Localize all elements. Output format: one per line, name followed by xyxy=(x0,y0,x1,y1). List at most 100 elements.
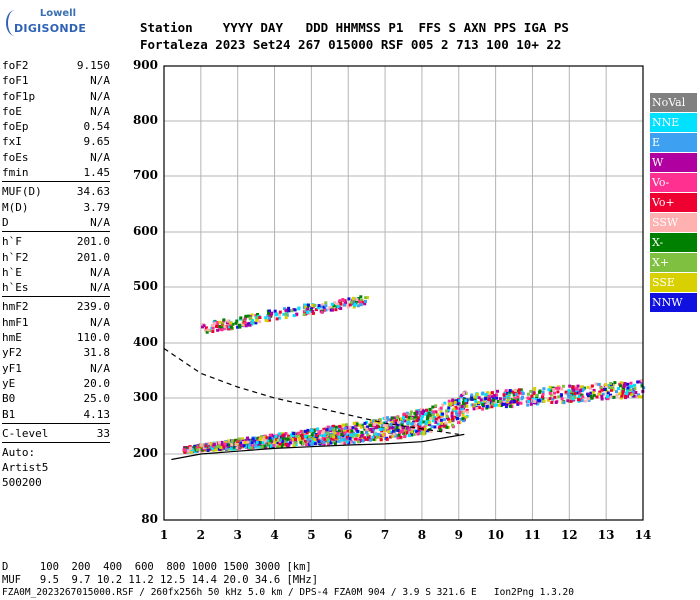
echo-point xyxy=(567,389,571,393)
echo-point xyxy=(626,386,630,390)
echo-point xyxy=(530,394,534,398)
echo-point xyxy=(635,394,639,398)
echo-point xyxy=(560,397,564,401)
echo-point xyxy=(302,313,306,316)
echo-point xyxy=(247,314,251,318)
echo-point xyxy=(314,434,318,437)
echo-point xyxy=(265,436,269,440)
echo-point xyxy=(458,410,462,414)
echo-point xyxy=(617,387,620,391)
echo-point xyxy=(591,391,595,395)
header-line-1: Station YYYY DAY DDD HHMMSS P1 FFS S AXN… xyxy=(140,20,569,35)
echo-point xyxy=(403,435,407,439)
echo-point xyxy=(304,305,308,309)
echo-point xyxy=(340,427,344,431)
echo-point xyxy=(375,435,379,439)
echo-point xyxy=(345,440,349,444)
echo-point xyxy=(310,429,314,433)
echo-point xyxy=(541,393,545,397)
param-separator xyxy=(2,181,110,183)
echo-point xyxy=(284,312,288,316)
echo-point xyxy=(220,326,224,330)
echo-point xyxy=(349,425,353,429)
echo-point xyxy=(284,309,288,313)
x-tick-label: 4 xyxy=(270,528,279,542)
echo-point xyxy=(353,302,357,306)
echo-point xyxy=(473,403,477,407)
echo-point xyxy=(602,387,606,391)
footer-distance-row: D 100 200 400 600 800 1000 1500 3000 [km… xyxy=(2,561,312,573)
echo-point xyxy=(400,417,403,421)
echo-point xyxy=(287,309,291,313)
echo-point xyxy=(343,428,347,432)
echo-point xyxy=(548,397,552,401)
echo-point xyxy=(509,397,513,401)
echo-point xyxy=(235,319,239,323)
echo-point xyxy=(313,303,317,307)
param-key: foE xyxy=(2,104,22,118)
param-row: foF2 9.150 xyxy=(2,58,110,73)
echo-point xyxy=(496,389,499,393)
echo-point xyxy=(246,322,250,326)
echo-point xyxy=(303,303,307,307)
echo-point xyxy=(326,431,330,435)
param-row: foEs N/A xyxy=(2,150,110,165)
echo-point xyxy=(204,326,208,330)
echo-point xyxy=(456,402,460,406)
echo-point xyxy=(624,394,628,397)
echo-point xyxy=(364,300,367,303)
echo-point xyxy=(250,313,254,317)
echo-point xyxy=(546,398,550,402)
echo-point xyxy=(429,430,433,433)
echo-point xyxy=(386,418,390,422)
echo-point xyxy=(318,437,322,441)
profile-lines xyxy=(163,348,465,461)
echo-point xyxy=(633,394,637,398)
echo-point xyxy=(295,312,299,316)
echo-point xyxy=(403,419,407,423)
echo-point xyxy=(592,388,596,392)
echo-point xyxy=(301,430,305,434)
echo-point xyxy=(415,419,419,423)
echo-point xyxy=(355,437,359,441)
echo-point xyxy=(223,442,227,446)
echo-point xyxy=(327,307,331,311)
echo-point xyxy=(451,423,454,427)
echo-point xyxy=(220,328,224,332)
y-tick-label: 800 xyxy=(132,113,158,127)
echo-point xyxy=(386,428,390,432)
echo-point xyxy=(630,393,634,397)
echo-point xyxy=(255,317,259,321)
echo-point xyxy=(396,429,400,432)
echo-point xyxy=(268,436,272,440)
echo-point xyxy=(452,407,456,411)
param-key: fxI xyxy=(2,135,22,149)
echo-point xyxy=(475,406,479,410)
echo-point xyxy=(439,406,443,410)
echo-point xyxy=(499,404,503,407)
echo-point xyxy=(424,422,428,426)
echo-point xyxy=(375,421,379,425)
echo-point xyxy=(372,437,376,441)
echo-point xyxy=(429,416,433,420)
echo-point xyxy=(298,438,302,441)
echo-point xyxy=(457,412,461,416)
echo-point xyxy=(507,393,511,396)
echo-point xyxy=(604,383,607,387)
echo-point xyxy=(340,438,344,442)
echo-point xyxy=(433,425,437,429)
echo-point xyxy=(502,402,506,406)
param-key: foEs xyxy=(2,150,29,164)
echo-point xyxy=(358,439,362,442)
echo-point xyxy=(264,316,268,320)
echo-point xyxy=(318,430,322,434)
echo-point xyxy=(322,427,326,431)
echo-point xyxy=(513,388,517,392)
echo-point xyxy=(249,443,253,447)
echo-point xyxy=(436,422,440,426)
echo-point xyxy=(246,440,250,444)
echo-point xyxy=(573,392,577,396)
echo-point xyxy=(431,413,435,417)
echo-point xyxy=(296,431,300,435)
echo-point xyxy=(291,434,295,437)
